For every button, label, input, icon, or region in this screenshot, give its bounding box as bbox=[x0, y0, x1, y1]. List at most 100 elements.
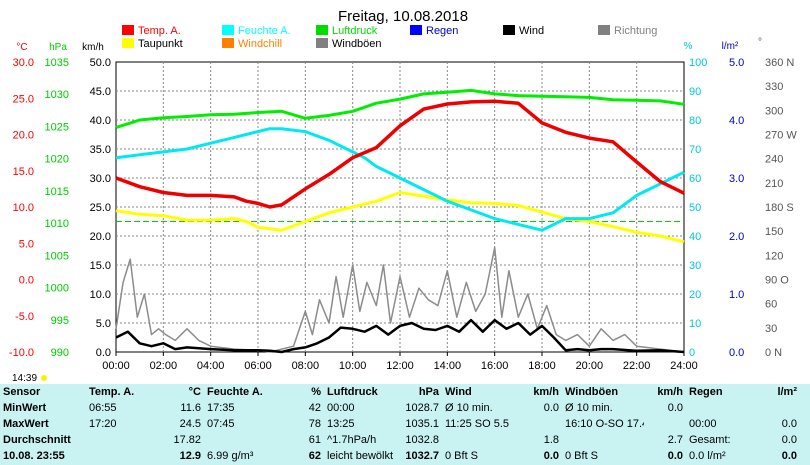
stats-row: MaxWert 17:20 24.5 07:45 78 13:25 1035.1 11:25 … bbox=[0, 416, 800, 432]
axis-tick-label-temp: 25.0 bbox=[13, 93, 34, 105]
stats-cell: 2.7 bbox=[667, 434, 683, 446]
legend-swatch bbox=[410, 25, 422, 35]
legend-swatch bbox=[503, 25, 515, 35]
axis-tick-label-wind: 50.0 bbox=[90, 57, 111, 69]
stats-cell bbox=[686, 400, 750, 416]
axis-unit-temp: °C bbox=[16, 42, 27, 53]
stats-row-label: MaxWert bbox=[3, 418, 49, 430]
sunrise-marker-icon bbox=[41, 375, 47, 381]
legend-swatch bbox=[122, 38, 134, 48]
axis-tick-label-wind: 15.0 bbox=[90, 260, 111, 272]
stats-cell: Ø 10 min. bbox=[445, 402, 493, 414]
axis-tick-label-hum: 50 bbox=[689, 202, 701, 214]
stats-cell: 42 bbox=[308, 402, 321, 414]
current-time-label: 14:39 bbox=[12, 373, 37, 384]
x-tick-label: 10:00 bbox=[339, 360, 367, 372]
x-tick-label: 20:00 bbox=[576, 360, 604, 372]
axis-unit-wind: km/h bbox=[82, 42, 104, 53]
legend-label: Windchill bbox=[238, 38, 282, 50]
stats-panel: Sensor Temp. A. °C Feuchte A.% Luftdruck hPa W… bbox=[0, 384, 810, 465]
stats-row-label: MinWert bbox=[3, 402, 47, 414]
stats-cell bbox=[644, 416, 686, 432]
stats-header-cell: °C bbox=[188, 386, 201, 398]
axis-unit-hum: % bbox=[684, 41, 693, 52]
axis-tick-label-hum: 60 bbox=[689, 173, 701, 185]
series-line-luftdruck bbox=[115, 88, 685, 129]
axis-tick-label-hum: 80 bbox=[689, 115, 701, 127]
x-tick-label: 04:00 bbox=[197, 360, 225, 372]
axis-unit-rain: l/m² bbox=[722, 41, 739, 52]
legend-label: Richtung bbox=[614, 25, 657, 37]
stats-cell bbox=[520, 416, 562, 432]
axis-tick-label-dir: 240 bbox=[765, 154, 783, 166]
legend-label: Luftdruck bbox=[332, 25, 378, 37]
axis-tick-label-wind: 20.0 bbox=[90, 231, 111, 243]
axis-tick-label-hum: 90 bbox=[689, 86, 701, 98]
stats-row: 10.08. 23:55 12.9 6.99 g/m³ 62 leicht bewölk… bbox=[0, 448, 800, 464]
stats-cell: 0.0 l/m² bbox=[689, 450, 726, 462]
axis-tick-label-press: 1015 bbox=[45, 186, 69, 198]
axis-tick-label-hum: 20 bbox=[689, 289, 701, 301]
axis-tick-label-press: 1010 bbox=[45, 218, 69, 230]
stats-cell: 0.0 bbox=[543, 450, 559, 462]
legend-swatch bbox=[316, 38, 328, 48]
stats-cell: 62 bbox=[308, 450, 321, 462]
stats-header-cell: Sensor bbox=[3, 386, 41, 398]
axis-tick-label-dir: 150 bbox=[765, 226, 783, 238]
axis-tick-label-hum: 40 bbox=[689, 231, 701, 243]
legend-label: Taupunkt bbox=[138, 38, 183, 50]
stats-cell: ^1.7hPa/h bbox=[327, 434, 377, 446]
axis-tick-label-hum: 30 bbox=[689, 260, 701, 272]
chart-title: Freitag, 10.08.2018 bbox=[338, 8, 468, 25]
stats-cell: 0.0 bbox=[543, 402, 559, 414]
stats-cell: Gesamt: bbox=[689, 434, 731, 446]
axis-tick-label-press: 990 bbox=[51, 347, 69, 359]
axis-tick-label-press: 1035 bbox=[45, 57, 69, 69]
stats-cell: 0.0 bbox=[781, 418, 797, 430]
stats-cell: 0.0 bbox=[667, 402, 683, 414]
axis-tick-label-hum: 100 bbox=[689, 57, 707, 69]
axis-tick-label-dir: 180 S bbox=[765, 202, 794, 214]
stats-header-cell: Feuchte A. bbox=[207, 386, 263, 398]
axis-tick-label-wind: 25.0 bbox=[90, 202, 111, 214]
stats-table: Sensor Temp. A. °C Feuchte A.% Luftdruck hPa W… bbox=[0, 384, 800, 464]
stats-cell: 0.0 bbox=[781, 434, 797, 446]
axis-tick-label-wind: 0.0 bbox=[96, 347, 111, 359]
axis-tick-label-rain: 2.0 bbox=[729, 231, 744, 243]
stats-cell: 00:00 bbox=[689, 418, 717, 430]
legend-label: Regen bbox=[426, 25, 458, 37]
axis-tick-label-rain: 5.0 bbox=[729, 57, 744, 69]
stats-cell: 06:55 bbox=[89, 402, 117, 414]
legend-swatch bbox=[222, 25, 234, 35]
axis-tick-label-press: 1025 bbox=[45, 121, 69, 133]
series-line-wind bbox=[115, 318, 685, 354]
axis-tick-label-rain: 3.0 bbox=[729, 173, 744, 185]
axis-tick-label-dir: 0 N bbox=[765, 347, 782, 359]
series-line-windb-en bbox=[115, 246, 685, 353]
stats-row-label: 10.08. 23:55 bbox=[3, 450, 65, 462]
axis-tick-label-press: 1020 bbox=[45, 154, 69, 166]
axis-tick-label-wind: 30.0 bbox=[90, 173, 111, 185]
axis-unit-dir: ° bbox=[758, 37, 762, 48]
legend-swatch bbox=[222, 38, 234, 48]
axis-tick-label-temp: 20.0 bbox=[13, 130, 34, 142]
axis-tick-label-hum: 0 bbox=[689, 347, 695, 359]
axis-tick-label-press: 1000 bbox=[45, 283, 69, 295]
stats-row: Durchschnitt 17.82 61 ^1.7hPa/h 1032.8 1.8 2.7… bbox=[0, 432, 800, 448]
axis-tick-label-temp: 10.0 bbox=[13, 202, 34, 214]
stats-header-cell: km/h bbox=[657, 386, 683, 398]
axis-tick-label-temp: 30.0 bbox=[13, 57, 34, 69]
x-tick-label: 24:00 bbox=[670, 360, 698, 372]
stats-cell: 0.0 bbox=[667, 450, 683, 462]
axis-tick-label-dir: 120 bbox=[765, 250, 783, 262]
stats-cell: 1028.7 bbox=[405, 402, 439, 414]
axis-tick-label-press: 1005 bbox=[45, 250, 69, 262]
axis-tick-label-rain: 1.0 bbox=[729, 289, 744, 301]
axis-unit-press: hPa bbox=[49, 42, 67, 53]
axis-tick-label-wind: 40.0 bbox=[90, 115, 111, 127]
stats-cell bbox=[562, 432, 644, 448]
axis-tick-label-temp: 15.0 bbox=[13, 166, 34, 178]
series-group bbox=[115, 88, 685, 354]
stats-header-cell: Temp. A. bbox=[89, 386, 135, 398]
axis-tick-label-dir: 30 bbox=[765, 323, 777, 335]
